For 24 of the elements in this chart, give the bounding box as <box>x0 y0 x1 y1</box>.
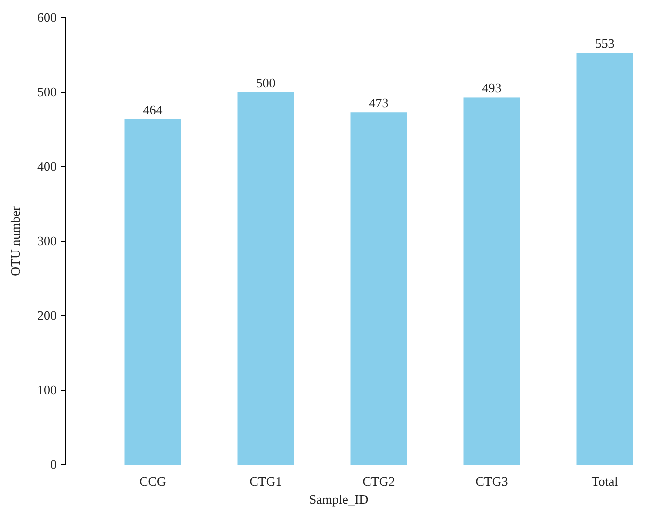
data-label: 553 <box>595 36 615 52</box>
y-tick-label: 500 <box>38 84 57 100</box>
y-tick-label: 200 <box>38 308 57 324</box>
y-tick-label: 600 <box>38 10 57 26</box>
bar <box>350 112 408 465</box>
x-tick-label: CTG3 <box>476 474 508 490</box>
bar <box>464 98 520 465</box>
y-tick-label: 300 <box>38 234 57 249</box>
data-label: 500 <box>256 76 276 90</box>
y-tick-label: 0 <box>50 457 57 472</box>
y-tick-label: 400 <box>38 159 57 174</box>
data-label: 493 <box>482 80 502 96</box>
x-tick-label: Total <box>592 474 619 490</box>
data-label: 464 <box>143 102 164 118</box>
bar <box>124 119 182 465</box>
y-axis-title: OTU number <box>8 206 23 276</box>
x-tick-label: CCG <box>140 474 166 490</box>
x-axis-title: Sample_ID <box>309 492 369 507</box>
x-tick-label: CTG1 <box>250 474 282 490</box>
x-tick-label: CTG2 <box>362 474 396 490</box>
data-label: 473 <box>369 96 389 111</box>
y-tick-label: 100 <box>38 382 57 398</box>
bar <box>238 92 294 465</box>
bar <box>576 53 634 465</box>
